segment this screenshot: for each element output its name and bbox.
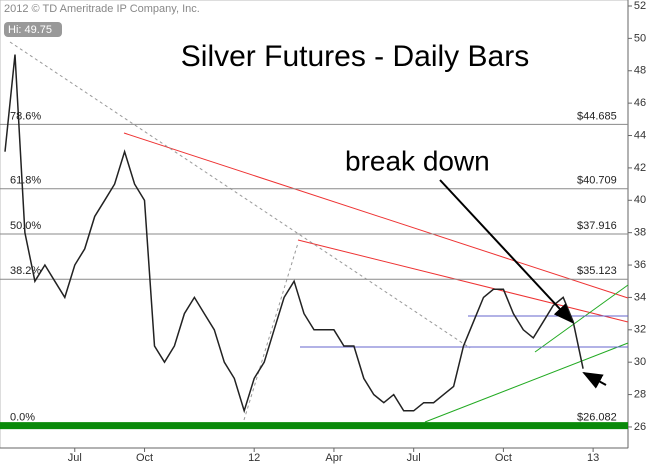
plot-area xyxy=(0,0,629,449)
y-tick-label: 42 xyxy=(634,162,646,174)
fib-label: 38.2% xyxy=(10,265,41,277)
y-tick-label: 32 xyxy=(634,324,646,336)
fib-label: 0.0% xyxy=(10,412,35,424)
x-tick-label: Jul xyxy=(68,452,82,464)
fib-value-label: $37.916 xyxy=(577,220,617,232)
y-tick-label: 34 xyxy=(634,291,646,303)
trend-line xyxy=(424,342,629,423)
annotation: break down xyxy=(345,145,490,176)
y-tick-label: 36 xyxy=(634,259,646,271)
y-tick-label: 26 xyxy=(634,421,646,433)
y-tick-label: 50 xyxy=(634,32,646,44)
series xyxy=(4,54,584,414)
fib-levels: 78.6% $44.685 61.8% $40.709 50.0% $37.916 38.2… xyxy=(0,110,628,430)
y-tick-label: 30 xyxy=(634,356,646,368)
price-line xyxy=(4,54,584,414)
trend-line xyxy=(243,242,299,421)
fib-label: 50.0% xyxy=(10,220,41,232)
x-tick-label: Apr xyxy=(325,452,342,464)
x-tick-label: 13 xyxy=(587,452,599,464)
y-tick-label: 48 xyxy=(634,65,646,77)
high-label: Hi: 49.75 xyxy=(8,24,52,36)
x-tick-label: Jul xyxy=(407,452,421,464)
fib-value-label: $40.709 xyxy=(577,175,617,187)
arrow xyxy=(582,372,607,389)
fib-value-label: $26.082 xyxy=(577,412,617,424)
y-tick-label: 52 xyxy=(634,0,646,12)
y-tick-label: 28 xyxy=(634,388,646,400)
y-tick-label: 44 xyxy=(634,129,646,141)
x-tick-label: Oct xyxy=(495,452,512,464)
fib-label: 78.6% xyxy=(10,110,41,122)
fib-label: 61.8% xyxy=(10,175,41,187)
arrow xyxy=(439,179,574,324)
high-label-box xyxy=(4,22,62,37)
x-tick-label: Oct xyxy=(136,452,153,464)
trend-line xyxy=(9,41,471,349)
y-tick-label: 38 xyxy=(634,227,646,239)
chart-title: Silver Futures - Daily Bars xyxy=(181,40,529,73)
y-tick-label: 46 xyxy=(634,97,646,109)
trend-line xyxy=(534,284,629,353)
y-tick-label: 40 xyxy=(634,194,646,206)
trend-line xyxy=(123,132,629,299)
fib-value-label: $35.123 xyxy=(577,265,617,277)
source: 2012 © TD Ameritrade IP Company, Inc. xyxy=(4,3,200,15)
fib-value-label: $44.685 xyxy=(577,110,617,122)
x-tick-label: 12 xyxy=(248,452,260,464)
